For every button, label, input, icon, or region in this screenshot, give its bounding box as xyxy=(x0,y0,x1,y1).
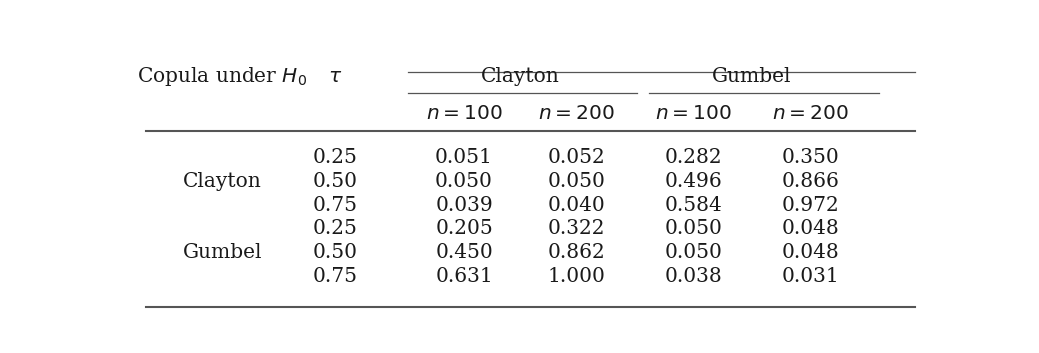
Text: 0.350: 0.350 xyxy=(781,148,840,167)
Text: 0.450: 0.450 xyxy=(435,243,492,262)
Text: Clayton: Clayton xyxy=(481,67,560,86)
Text: 0.322: 0.322 xyxy=(548,219,606,238)
Text: Clayton: Clayton xyxy=(183,172,262,191)
Text: 0.862: 0.862 xyxy=(548,243,606,262)
Text: 0.031: 0.031 xyxy=(781,267,840,286)
Text: $n = 100$: $n = 100$ xyxy=(656,103,731,122)
Text: 0.25: 0.25 xyxy=(313,219,357,238)
Text: 0.048: 0.048 xyxy=(781,243,840,262)
Text: Gumbel: Gumbel xyxy=(183,243,262,262)
Text: 0.631: 0.631 xyxy=(435,267,492,286)
Text: 0.972: 0.972 xyxy=(781,196,840,215)
Text: $n = 200$: $n = 200$ xyxy=(538,103,615,122)
Text: 0.205: 0.205 xyxy=(435,219,492,238)
Text: $\tau$: $\tau$ xyxy=(328,67,342,86)
Text: 0.052: 0.052 xyxy=(548,148,606,167)
Text: 0.282: 0.282 xyxy=(665,148,722,167)
Text: 0.050: 0.050 xyxy=(665,219,722,238)
Text: 0.048: 0.048 xyxy=(781,219,840,238)
Text: 0.50: 0.50 xyxy=(313,243,357,262)
Text: 0.050: 0.050 xyxy=(435,172,492,191)
Text: 0.050: 0.050 xyxy=(665,243,722,262)
Text: 0.50: 0.50 xyxy=(313,172,357,191)
Text: 0.050: 0.050 xyxy=(548,172,606,191)
Text: 0.75: 0.75 xyxy=(313,196,357,215)
Text: 0.584: 0.584 xyxy=(665,196,722,215)
Text: 0.051: 0.051 xyxy=(435,148,492,167)
Text: $n = 100$: $n = 100$ xyxy=(426,103,502,122)
Text: Gumbel: Gumbel xyxy=(712,67,792,86)
Text: 0.25: 0.25 xyxy=(313,148,357,167)
Text: $n = 200$: $n = 200$ xyxy=(772,103,849,122)
Text: 0.038: 0.038 xyxy=(665,267,722,286)
Text: 1.000: 1.000 xyxy=(548,267,606,286)
Text: 0.039: 0.039 xyxy=(435,196,492,215)
Text: 0.040: 0.040 xyxy=(548,196,606,215)
Text: 0.866: 0.866 xyxy=(781,172,840,191)
Text: 0.496: 0.496 xyxy=(665,172,722,191)
Text: 0.75: 0.75 xyxy=(313,267,357,286)
Text: Copula under $H_0$: Copula under $H_0$ xyxy=(137,65,308,88)
